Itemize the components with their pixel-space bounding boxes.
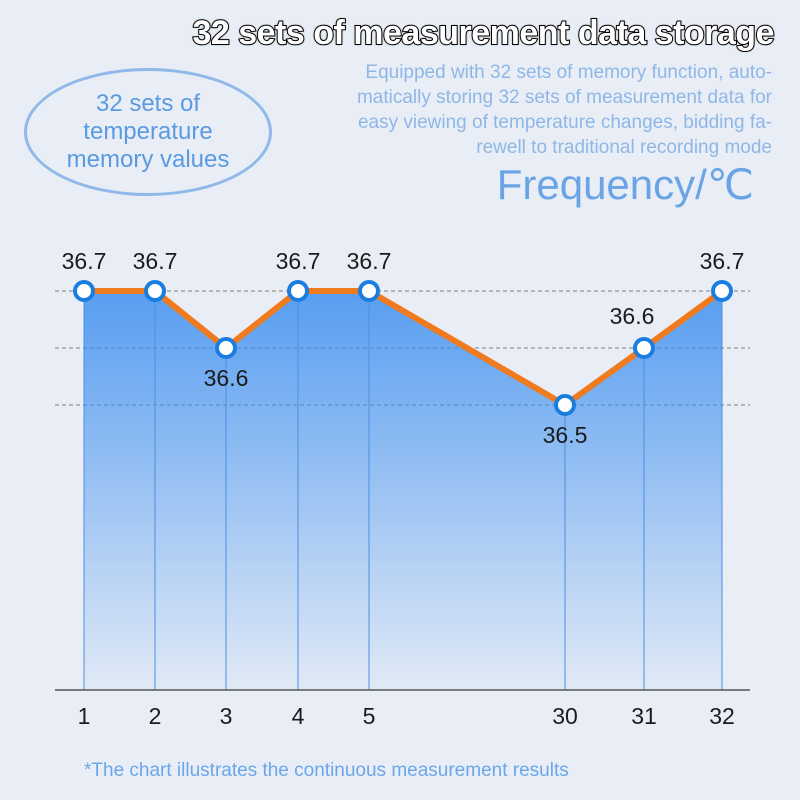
marker — [554, 394, 576, 416]
marker — [287, 280, 309, 302]
description-line: matically storing 32 sets of measurement… — [356, 87, 772, 108]
x-tick-label: 31 — [631, 703, 657, 729]
x-tick-label: 5 — [363, 703, 376, 729]
value-label: 36.6 — [204, 365, 249, 391]
marker — [215, 337, 237, 359]
description: Equipped with 32 sets of memory function… — [272, 60, 772, 160]
marker — [73, 280, 95, 302]
value-label: 36.7 — [62, 248, 107, 274]
description-line: Equipped with 32 sets of memory function… — [365, 62, 772, 83]
description-line: rewell to traditional recording mode — [476, 137, 772, 158]
area — [84, 291, 722, 690]
marker — [144, 280, 166, 302]
badge: 32 sets of temperature memory values — [24, 68, 272, 196]
badge-line: memory values — [66, 146, 230, 173]
x-tick-label: 4 — [292, 703, 305, 729]
marker — [711, 280, 733, 302]
value-label: 36.7 — [133, 248, 178, 274]
x-tick-label: 1 — [78, 703, 91, 729]
badge-line: 32 sets of — [95, 90, 201, 117]
value-label: 36.7 — [276, 248, 321, 274]
title: 32 sets of measurement data storage — [191, 13, 775, 53]
badge-line: temperature — [83, 118, 213, 145]
line — [84, 288, 724, 408]
x-tick-label: 32 — [709, 703, 735, 729]
value-label: 36.5 — [543, 422, 588, 448]
footnote: *The chart illustrates the continuous me… — [84, 760, 569, 781]
x-tick-label: 3 — [220, 703, 233, 729]
x-tick-label: 30 — [552, 703, 578, 729]
x-tick-label: 2 — [149, 703, 162, 729]
axis-label: Frequency/℃ — [496, 161, 754, 208]
marker — [633, 337, 655, 359]
value-label: 36.6 — [610, 303, 655, 329]
value-label: 36.7 — [700, 248, 745, 274]
description-line: easy viewing of temperature changes, bid… — [357, 112, 772, 133]
value-label: 36.7 — [347, 248, 392, 274]
marker — [358, 280, 380, 302]
